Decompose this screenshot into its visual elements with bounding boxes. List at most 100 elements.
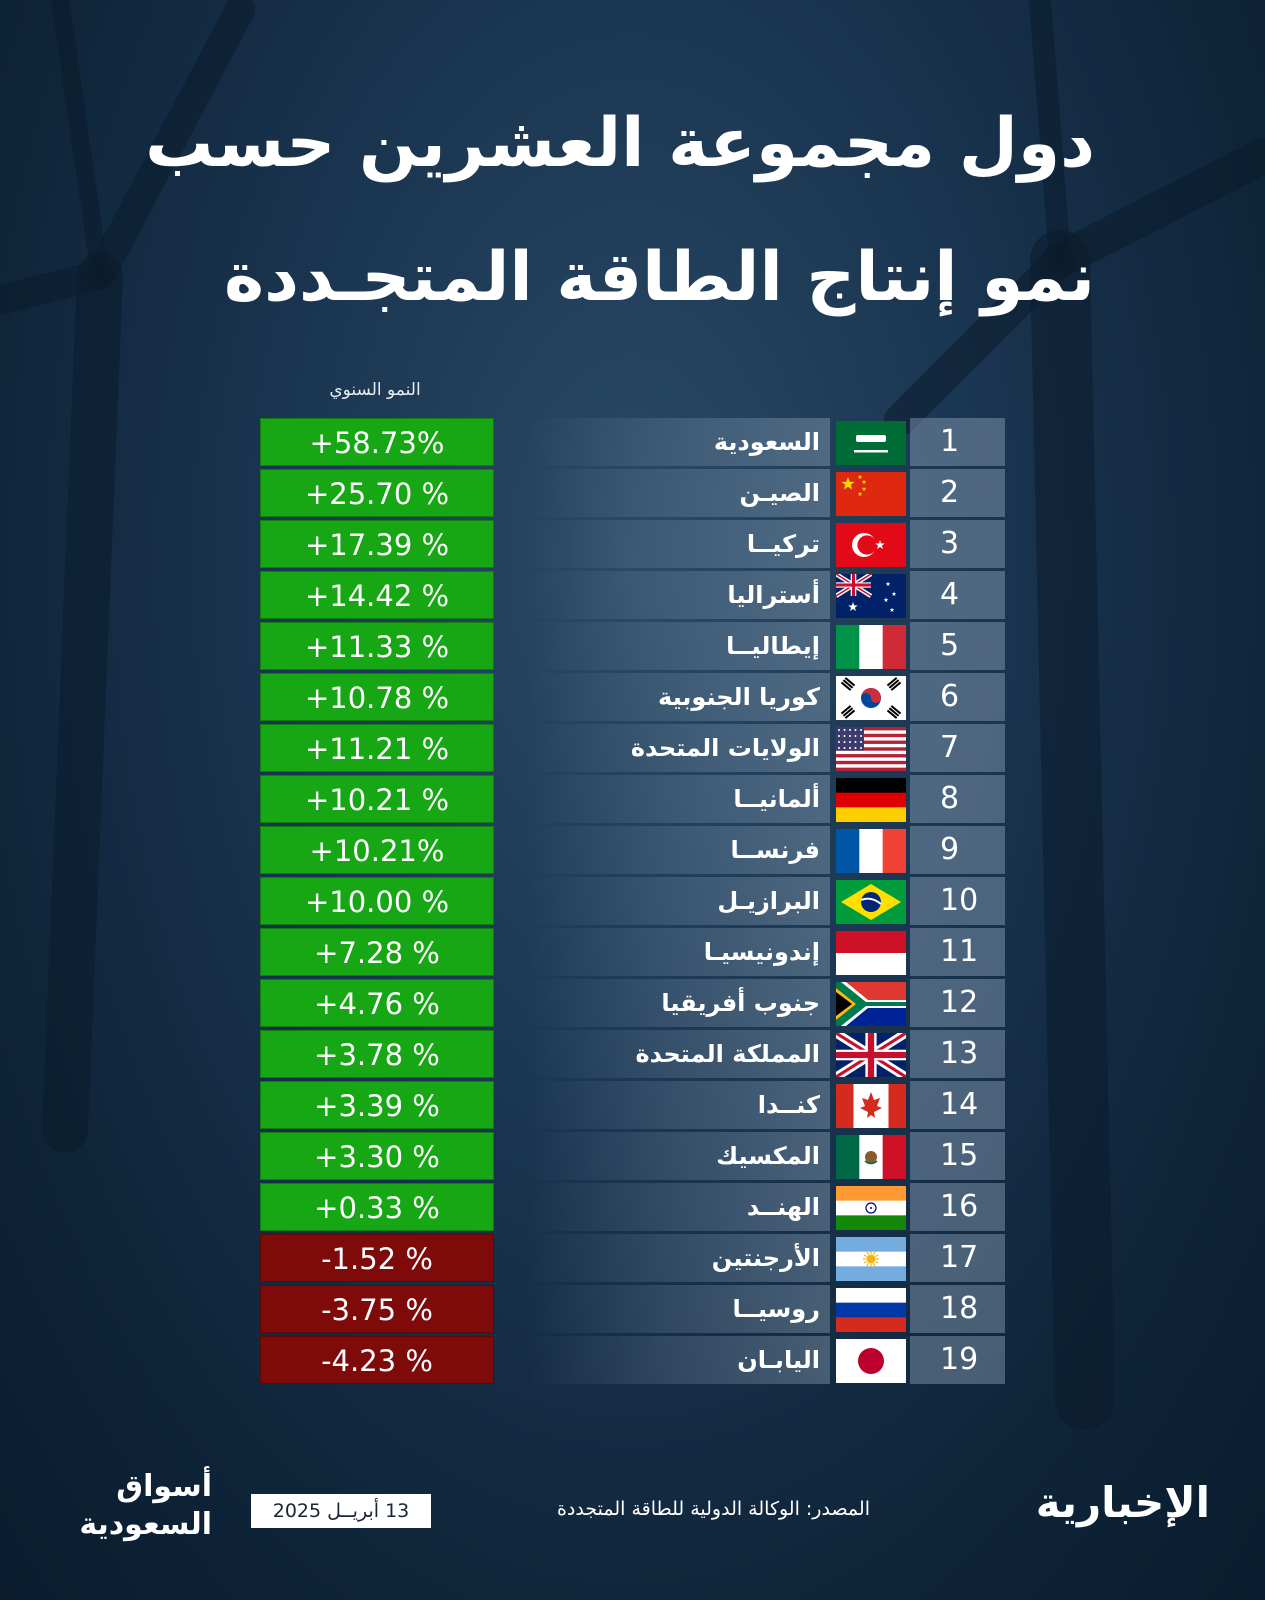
growth-value: +11.33 %	[260, 622, 494, 670]
rank-number: 19	[910, 1336, 1005, 1384]
rank-number: 10	[910, 877, 1005, 925]
growth-value: +14.42 %	[260, 571, 494, 619]
rank-number: 13	[910, 1030, 1005, 1078]
japan-flag-icon	[836, 1339, 906, 1383]
table-row: +10.21 % ألمانيــا 8	[260, 775, 1005, 823]
country-name: اليابـان	[737, 1346, 820, 1374]
country-name: السعودية	[713, 428, 820, 456]
india-flag-graphic	[836, 1186, 906, 1230]
country-name-band	[528, 673, 830, 721]
growth-value: +10.21 %	[260, 775, 494, 823]
annual-growth-column-header: النمو السنوي	[329, 380, 421, 400]
table-row: +10.78 % كوريا الجنوبية 6	[260, 673, 1005, 721]
table-row: +4.76 % جنوب أفريقيا 12	[260, 979, 1005, 1027]
south-korea-flag-icon	[836, 676, 906, 720]
rank-number: 2	[910, 469, 1005, 517]
table-row: +10.21% فرنســا 9	[260, 826, 1005, 874]
growth-value: +4.76 %	[260, 979, 494, 1027]
table-row: +11.33 % إيطاليــا 5	[260, 622, 1005, 670]
table-row: -3.75 % روسيــا 18	[260, 1285, 1005, 1333]
indonesia-flag-graphic	[836, 931, 906, 975]
rank-number: 9	[910, 826, 1005, 874]
mexico-flag-icon	[836, 1135, 906, 1179]
country-name-band	[528, 826, 830, 874]
country-name: كنــدا	[757, 1091, 820, 1119]
country-name: الأرجنتين	[711, 1244, 820, 1272]
saudi-arabia-flag-graphic	[836, 421, 906, 465]
growth-value: +10.78 %	[260, 673, 494, 721]
table-row: +58.73% السعودية 1	[260, 418, 1005, 466]
growth-value: -1.52 %	[260, 1234, 494, 1282]
country-name: البرازيـل	[717, 887, 820, 915]
growth-value: +3.39 %	[260, 1081, 494, 1129]
country-name-band	[528, 520, 830, 568]
country-name: جنوب أفريقيا	[661, 989, 820, 1017]
growth-value: -4.23 %	[260, 1336, 494, 1384]
rank-number: 16	[910, 1183, 1005, 1231]
chart-title-line-1: دول مجموعة العشرين حسب	[145, 104, 1095, 183]
growth-value: +25.70 %	[260, 469, 494, 517]
canada-flag-graphic	[836, 1084, 906, 1128]
country-name: أستراليا	[727, 581, 820, 609]
rank-number: 6	[910, 673, 1005, 721]
country-name: تركيــا	[746, 530, 820, 558]
united-kingdom-flag-icon	[836, 1033, 906, 1077]
brazil-flag-icon	[836, 880, 906, 924]
country-name-band	[528, 622, 830, 670]
united-states-flag-graphic	[836, 727, 906, 771]
rank-number: 11	[910, 928, 1005, 976]
country-name: الصيـن	[739, 479, 820, 507]
country-name-band	[528, 1132, 830, 1180]
growth-value: +10.00 %	[260, 877, 494, 925]
rank-number: 17	[910, 1234, 1005, 1282]
table-row: +3.39 % كنــدا 14	[260, 1081, 1005, 1129]
rank-number: 1	[910, 418, 1005, 466]
publication-date: 13 أبريــل 2025	[251, 1494, 431, 1528]
rank-number: 18	[910, 1285, 1005, 1333]
italy-flag-graphic	[836, 625, 906, 669]
table-row: +3.78 % المملكة المتحدة 13	[260, 1030, 1005, 1078]
country-name-band	[528, 979, 830, 1027]
country-name: المملكة المتحدة	[635, 1040, 820, 1068]
country-name-band	[528, 928, 830, 976]
ranking-table: +58.73% السعودية 1 +25.70 % الصيـن 2 +17.39 % ت…	[260, 418, 1005, 1387]
country-name: الولايات المتحدة	[630, 734, 820, 762]
russia-flag-icon	[836, 1288, 906, 1332]
rank-number: 8	[910, 775, 1005, 823]
rank-number: 12	[910, 979, 1005, 1027]
growth-value: -3.75 %	[260, 1285, 494, 1333]
united-kingdom-flag-graphic	[836, 1033, 906, 1077]
rank-number: 7	[910, 724, 1005, 772]
table-row: +0.33 % الهنــد 16	[260, 1183, 1005, 1231]
rank-number: 3	[910, 520, 1005, 568]
argentina-flag-graphic	[836, 1237, 906, 1281]
country-name: المكسيك	[716, 1142, 820, 1170]
country-name: روسيــا	[732, 1295, 820, 1323]
country-name-band	[528, 418, 830, 466]
country-name: كوريا الجنوبية	[658, 683, 820, 711]
growth-value: +11.21 %	[260, 724, 494, 772]
growth-value: +17.39 %	[260, 520, 494, 568]
south-korea-flag-graphic	[836, 676, 906, 720]
rank-number: 14	[910, 1081, 1005, 1129]
rank-number: 5	[910, 622, 1005, 670]
rank-number: 4	[910, 571, 1005, 619]
saudi-arabia-flag-icon	[836, 421, 906, 465]
brazil-flag-graphic	[836, 880, 906, 924]
alekhbariya-logo: الإخبارية	[1035, 1478, 1210, 1527]
china-flag-graphic	[836, 472, 906, 516]
rank-number: 15	[910, 1132, 1005, 1180]
country-name: الهنــد	[746, 1193, 820, 1221]
country-name-band	[528, 1183, 830, 1231]
country-name-band	[528, 1336, 830, 1384]
south-africa-flag-graphic	[836, 982, 906, 1026]
indonesia-flag-icon	[836, 931, 906, 975]
table-row: +14.42 % أستراليا 4	[260, 571, 1005, 619]
country-name-band	[528, 775, 830, 823]
australia-flag-icon	[836, 574, 906, 618]
logo-left-line-1: أسواق	[116, 1469, 212, 1504]
japan-flag-graphic	[836, 1339, 906, 1383]
growth-value: +3.78 %	[260, 1030, 494, 1078]
france-flag-icon	[836, 829, 906, 873]
